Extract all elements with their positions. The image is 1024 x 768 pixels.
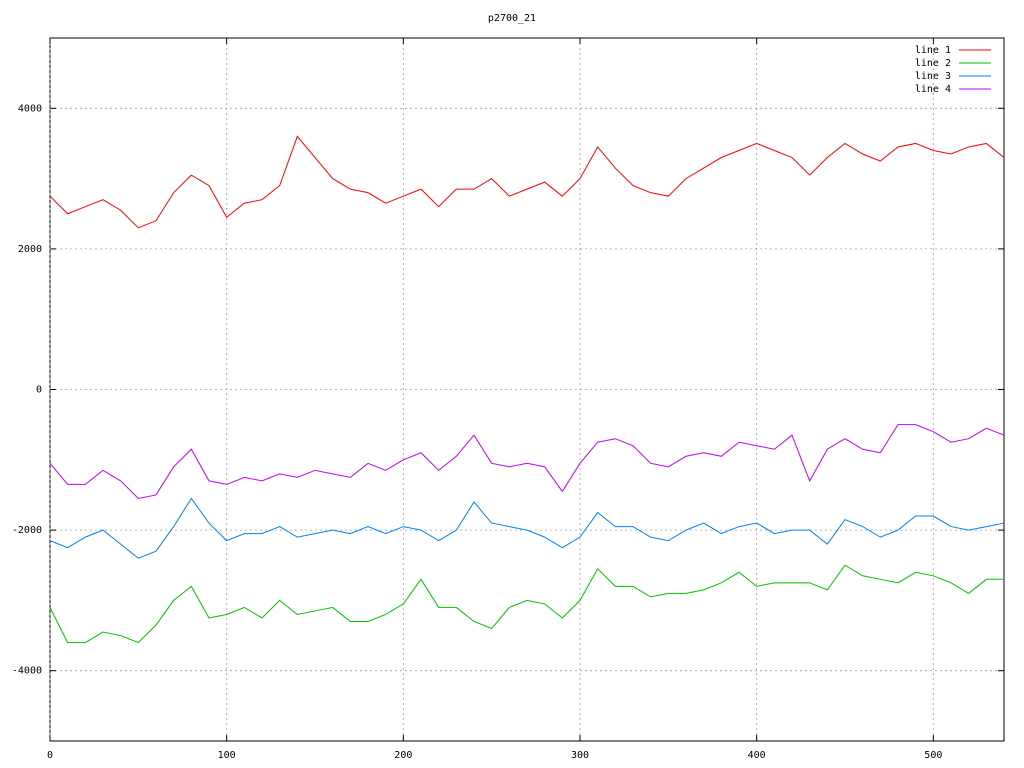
y-tick-label: 4000 — [18, 103, 42, 114]
legend-label: line 3 — [915, 71, 951, 82]
x-tick-label: 300 — [571, 750, 589, 761]
chart-title: p2700_21 — [488, 13, 536, 24]
y-tick-label: 0 — [36, 385, 42, 396]
x-tick-label: 400 — [748, 750, 766, 761]
data-line — [49, 424, 1005, 500]
y-tick-label: -4000 — [12, 666, 42, 677]
data-line — [49, 497, 1005, 559]
legend-label: line 1 — [915, 45, 951, 56]
data-line — [49, 135, 1005, 229]
x-tick-label: 0 — [47, 750, 53, 761]
x-tick-label: 500 — [924, 750, 942, 761]
y-tick-label: 2000 — [18, 244, 42, 255]
x-tick-label: 200 — [394, 750, 412, 761]
x-tick-label: 100 — [218, 750, 236, 761]
data-line — [49, 564, 1004, 644]
legend-label: line 4 — [915, 84, 951, 95]
legend-label: line 2 — [915, 58, 951, 69]
y-tick-label: -2000 — [12, 525, 42, 536]
